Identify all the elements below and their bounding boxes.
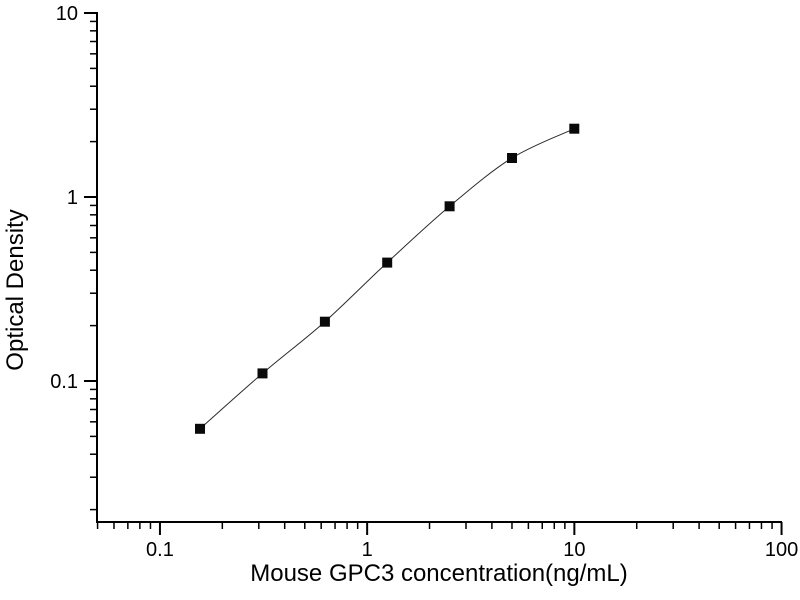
data-point-marker (507, 153, 517, 163)
data-point-marker (195, 423, 205, 434)
y-axis-title: Optical Density (2, 209, 29, 371)
y-tick-label: 0.1 (50, 371, 78, 393)
data-point-marker (382, 257, 393, 268)
x-tick-label: 10 (563, 539, 585, 561)
data-point-marker (257, 368, 268, 379)
x-tick-label: 1 (362, 539, 373, 561)
x-axis-title: Mouse GPC3 concentration(ng/mL) (250, 560, 628, 587)
data-point-marker (569, 123, 580, 134)
y-tick-label: 10 (56, 3, 78, 25)
data-point-marker (444, 201, 455, 212)
x-tick-label: 0.1 (146, 539, 174, 561)
data-point-marker (319, 316, 330, 327)
standard-curve-line (199, 128, 575, 430)
y-tick-label: 1 (67, 187, 78, 209)
x-tick-label: 100 (765, 539, 798, 561)
